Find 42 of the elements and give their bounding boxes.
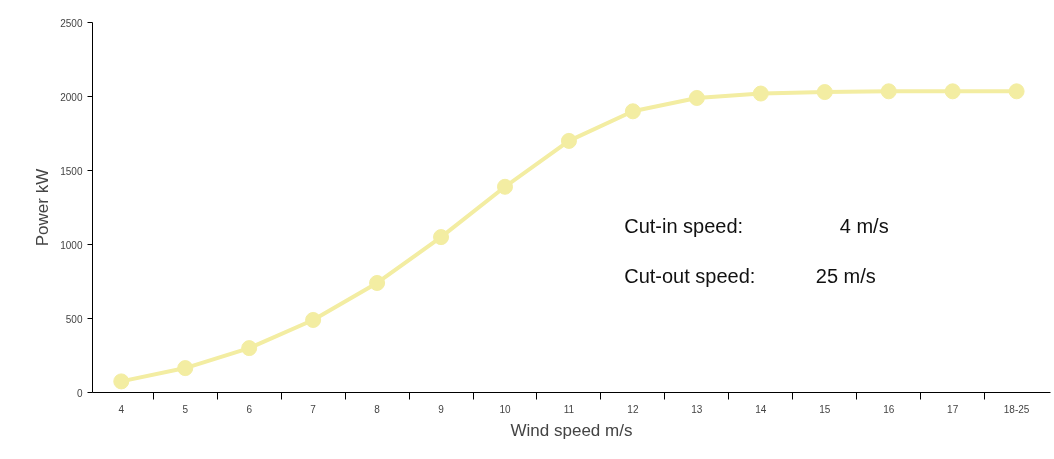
point: [177, 360, 194, 377]
x-tick-label: 13: [691, 403, 703, 415]
point: [560, 132, 577, 149]
point: [880, 83, 897, 100]
y-tick-label: 1000: [60, 239, 83, 251]
x-tick-label: 6: [246, 403, 253, 415]
y-tick-label: 0: [76, 387, 83, 399]
point: [752, 85, 769, 102]
x-tick-label: 7: [310, 403, 317, 415]
x-tick-label: 8: [374, 403, 381, 415]
x-tick-label: 16: [883, 403, 895, 415]
point: [113, 373, 130, 390]
annotation: 4 m/s: [839, 215, 889, 237]
y-tick-label: 2000: [60, 91, 83, 103]
annotation: Cut-out speed:: [624, 264, 756, 287]
y-tick-label: 500: [65, 313, 83, 325]
y-tick-label: 2500: [60, 17, 83, 29]
point: [305, 311, 322, 328]
point: [1008, 83, 1025, 100]
x-tick-label: 17: [947, 403, 959, 415]
point: [816, 84, 833, 101]
annotation: 25 m/s: [815, 264, 876, 287]
x-tick-label: 10: [499, 403, 511, 415]
point: [944, 83, 961, 100]
x-tick-label: 4: [118, 403, 125, 415]
annotation: Cut-in speed:: [624, 215, 744, 237]
point: [624, 103, 641, 120]
x-tick-label: 14: [755, 403, 767, 415]
x-tick-label: 9: [438, 403, 445, 415]
point: [241, 340, 258, 357]
point: [496, 178, 513, 195]
point: [369, 274, 386, 291]
x-tick-label: 5: [182, 403, 189, 415]
point: [688, 89, 705, 106]
y-tick-label: 1500: [60, 165, 83, 177]
x-tick-label: 15: [819, 403, 831, 415]
x-axis-title: Wind speed m/s: [510, 420, 633, 440]
y-axis-title: Power kW: [33, 168, 53, 247]
point: [433, 229, 450, 246]
x-tick-label: 12: [627, 403, 639, 415]
x-tick-label: 18-25: [1003, 403, 1030, 415]
x-tick-label: 11: [563, 403, 575, 415]
